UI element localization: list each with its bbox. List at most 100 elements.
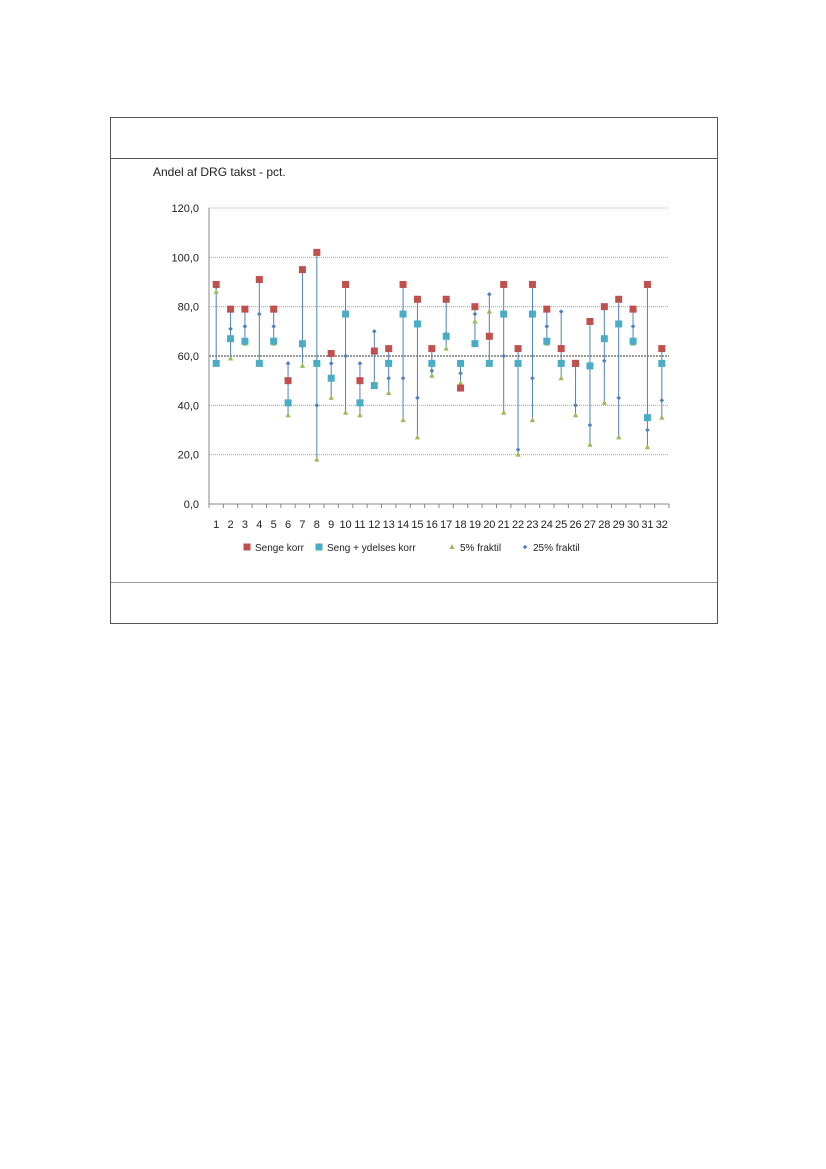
- point-square: [284, 399, 292, 407]
- point-square: [514, 359, 522, 367]
- x-tick-label: 16: [426, 519, 438, 531]
- point-square: [370, 382, 378, 390]
- range-lines: [215, 252, 663, 460]
- point-triangle: [386, 390, 392, 395]
- point-triangle: [457, 380, 464, 386]
- point-square: [241, 305, 249, 313]
- point-square: [342, 310, 350, 318]
- point-triangle: [529, 417, 536, 423]
- point-triangle: [515, 451, 521, 457]
- point-square: [643, 280, 651, 288]
- y-tick-label: 20,0: [178, 450, 199, 462]
- point-square: [557, 345, 565, 353]
- x-tick-label: 15: [411, 519, 423, 531]
- point-diamond: [515, 447, 521, 453]
- x-tick-label: 28: [598, 519, 610, 531]
- point-square: [586, 362, 594, 370]
- legend-marker: [315, 543, 323, 551]
- point-square: [615, 295, 623, 303]
- x-tick-label: 9: [328, 519, 334, 531]
- point-triangle: [314, 456, 320, 462]
- point-square: [514, 345, 522, 353]
- point-square: [557, 359, 565, 367]
- gridlines: [208, 207, 669, 505]
- legend-label: 5% fraktil: [460, 543, 501, 554]
- point-diamond: [587, 422, 593, 428]
- y-tick-label: 0,0: [184, 499, 199, 511]
- figure-footer-row: [111, 582, 717, 623]
- x-tick-label: 25: [555, 519, 567, 531]
- point-square: [327, 374, 335, 382]
- point-triangle: [414, 434, 421, 440]
- point-square: [629, 337, 637, 345]
- point-diamond: [357, 361, 363, 366]
- x-tick-label: 12: [368, 519, 380, 531]
- point-square: [385, 359, 393, 367]
- x-tick-label: 24: [541, 519, 553, 531]
- x-tick-label: 18: [454, 519, 466, 531]
- y-tick-label: 100,0: [171, 252, 199, 264]
- point-triangle: [299, 362, 306, 368]
- x-tick-label: 6: [285, 519, 291, 531]
- legend-marker: [243, 543, 251, 551]
- x-tick-label: 23: [526, 519, 538, 531]
- point-diamond: [372, 329, 377, 334]
- x-tick-label: 32: [656, 519, 668, 531]
- point-diamond: [458, 370, 463, 376]
- y-tick-label: 80,0: [178, 302, 199, 314]
- point-square: [356, 377, 364, 385]
- point-square: [485, 332, 493, 340]
- point-diamond: [487, 292, 492, 297]
- y-axis-ticks: 0,0 20,0 40,0 60,0 80,0 100,0 120,0: [171, 203, 199, 511]
- point-triangle: [400, 417, 406, 423]
- point-square: [615, 320, 623, 328]
- point-diamond: [645, 427, 650, 433]
- x-tick-label: 1: [213, 519, 219, 531]
- point-diamond: [285, 361, 291, 366]
- point-triangle: [501, 409, 507, 415]
- point-diamond: [314, 403, 320, 408]
- point-diamond: [429, 368, 435, 374]
- x-tick-label: 11: [354, 519, 365, 531]
- x-tick-label: 5: [271, 519, 277, 531]
- point-square: [500, 310, 508, 318]
- y-tick-label: 120,0: [171, 203, 199, 215]
- x-tick-label: 8: [314, 519, 320, 531]
- point-square: [399, 310, 407, 318]
- point-square: [255, 359, 263, 367]
- point-triangle: [328, 394, 334, 400]
- point-square: [241, 337, 249, 345]
- point-square: [572, 359, 580, 367]
- point-triangle: [572, 412, 579, 418]
- x-axis-ticks: 1 2 3 4 5 6 7 8 9 10 11 12 13 14 15 16 17 18 19 20 21 22 23 24 2…: [208, 504, 670, 531]
- x-tick-label: 31: [641, 519, 653, 531]
- point-triangle: [357, 412, 363, 418]
- figure-header-row: [111, 118, 717, 159]
- x-tick-label: 27: [584, 519, 596, 531]
- point-diamond: [602, 358, 607, 364]
- point-triangle: [443, 345, 449, 351]
- point-triangle: [616, 434, 622, 440]
- point-square: [485, 359, 493, 367]
- point-triangle: [659, 414, 665, 420]
- point-triangle: [285, 412, 291, 418]
- point-square: [442, 295, 450, 303]
- point-square: [528, 280, 536, 288]
- point-diamond: [501, 353, 506, 359]
- point-square: [658, 345, 666, 353]
- point-square: [298, 266, 306, 274]
- point-diamond: [544, 324, 550, 329]
- point-diamond: [573, 403, 578, 408]
- legend-label: Seng + ydelses korr: [327, 543, 416, 554]
- figure-frame: [110, 117, 718, 624]
- point-square: [255, 276, 263, 284]
- point-square: [413, 295, 421, 303]
- data-points: [212, 248, 666, 462]
- point-diamond: [616, 395, 621, 401]
- point-diamond: [472, 311, 478, 317]
- point-triangle: [342, 409, 349, 415]
- x-tick-label: 13: [383, 519, 395, 531]
- x-tick-label: 26: [569, 519, 581, 531]
- x-tick-label: 10: [339, 519, 351, 531]
